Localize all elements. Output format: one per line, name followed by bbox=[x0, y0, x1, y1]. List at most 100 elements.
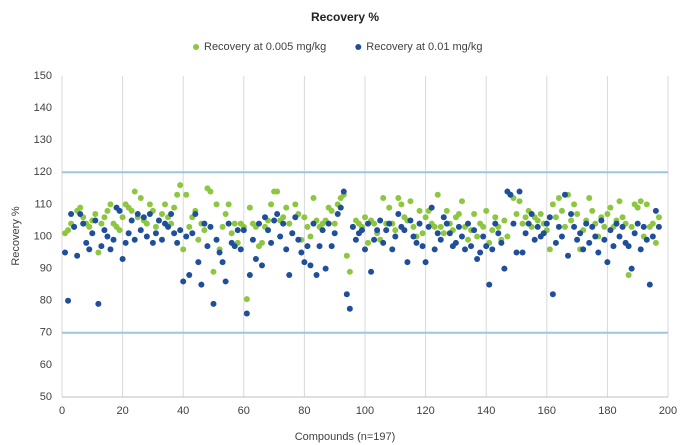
x-tick-label: 0 bbox=[59, 405, 65, 417]
data-point bbox=[295, 236, 302, 243]
data-point bbox=[131, 236, 138, 243]
legend-label: Recovery at 0.01 mg/kg bbox=[366, 41, 482, 53]
data-point bbox=[168, 211, 175, 218]
data-point bbox=[392, 233, 399, 240]
data-point bbox=[616, 198, 623, 205]
data-point bbox=[540, 230, 547, 237]
y-tick-label: 70 bbox=[40, 327, 52, 339]
data-point bbox=[140, 214, 147, 221]
data-point bbox=[107, 246, 114, 253]
data-point bbox=[346, 305, 353, 312]
data-point bbox=[207, 188, 214, 195]
data-point bbox=[349, 223, 356, 230]
data-point bbox=[331, 230, 338, 237]
data-point bbox=[107, 201, 114, 208]
data-point bbox=[222, 211, 229, 218]
data-point bbox=[619, 223, 626, 230]
data-point bbox=[180, 278, 187, 285]
data-point bbox=[77, 211, 84, 218]
x-tick-label: 60 bbox=[238, 405, 250, 417]
data-point bbox=[101, 214, 108, 221]
data-point bbox=[483, 243, 490, 250]
data-point bbox=[283, 204, 290, 211]
data-point bbox=[519, 220, 526, 227]
data-point bbox=[74, 252, 81, 259]
data-point bbox=[586, 194, 593, 201]
data-point bbox=[358, 227, 365, 234]
data-point bbox=[416, 207, 423, 214]
data-point bbox=[422, 259, 429, 266]
data-point bbox=[155, 217, 162, 224]
data-point bbox=[452, 239, 459, 246]
data-point bbox=[395, 194, 402, 201]
data-point bbox=[95, 249, 102, 256]
data-point bbox=[180, 246, 187, 253]
data-point bbox=[122, 239, 129, 246]
data-point bbox=[555, 194, 562, 201]
data-point bbox=[95, 300, 102, 307]
data-point bbox=[495, 230, 502, 237]
data-point bbox=[328, 243, 335, 250]
data-point bbox=[165, 223, 172, 230]
data-point bbox=[207, 223, 214, 230]
data-point bbox=[195, 236, 202, 243]
data-point bbox=[392, 227, 399, 234]
data-point bbox=[640, 223, 647, 230]
data-point bbox=[534, 223, 541, 230]
data-point bbox=[219, 223, 226, 230]
data-point bbox=[543, 220, 550, 227]
y-tick-label: 140 bbox=[34, 102, 52, 114]
data-point bbox=[480, 233, 487, 240]
data-point bbox=[616, 233, 623, 240]
data-point bbox=[243, 296, 250, 303]
data-point bbox=[371, 236, 378, 243]
x-tick-label: 100 bbox=[356, 405, 374, 417]
data-point bbox=[592, 233, 599, 240]
data-point bbox=[116, 227, 123, 234]
data-point bbox=[274, 188, 281, 195]
data-point bbox=[62, 249, 69, 256]
data-point bbox=[531, 236, 538, 243]
data-point bbox=[431, 223, 438, 230]
data-point bbox=[152, 230, 159, 237]
x-tick-label: 40 bbox=[177, 405, 189, 417]
data-point bbox=[471, 227, 478, 234]
data-point bbox=[455, 211, 462, 218]
data-point bbox=[277, 233, 284, 240]
data-point bbox=[301, 259, 308, 266]
data-point bbox=[225, 220, 232, 227]
data-point bbox=[561, 191, 568, 198]
data-point bbox=[386, 220, 393, 227]
data-point bbox=[283, 246, 290, 253]
data-point bbox=[601, 223, 608, 230]
data-point bbox=[561, 223, 568, 230]
data-point bbox=[143, 233, 150, 240]
data-point bbox=[216, 249, 223, 256]
data-point bbox=[307, 262, 314, 269]
data-point bbox=[483, 207, 490, 214]
data-point bbox=[380, 194, 387, 201]
data-point bbox=[110, 236, 117, 243]
data-point bbox=[92, 217, 99, 224]
data-point bbox=[634, 204, 641, 211]
data-point bbox=[586, 239, 593, 246]
data-point bbox=[416, 220, 423, 227]
x-tick-label: 140 bbox=[477, 405, 495, 417]
y-tick-label: 130 bbox=[34, 134, 52, 146]
data-point bbox=[343, 291, 350, 298]
data-point bbox=[98, 243, 105, 250]
data-point bbox=[613, 220, 620, 227]
data-point bbox=[192, 211, 199, 218]
data-point bbox=[201, 227, 208, 234]
data-point bbox=[410, 233, 417, 240]
data-point bbox=[489, 246, 496, 253]
x-tick-label: 80 bbox=[298, 405, 310, 417]
data-point bbox=[119, 255, 126, 262]
data-point bbox=[513, 211, 520, 218]
data-point bbox=[319, 227, 326, 234]
data-point bbox=[437, 223, 444, 230]
data-point bbox=[225, 201, 232, 208]
data-point bbox=[158, 211, 165, 218]
data-point bbox=[525, 220, 532, 227]
